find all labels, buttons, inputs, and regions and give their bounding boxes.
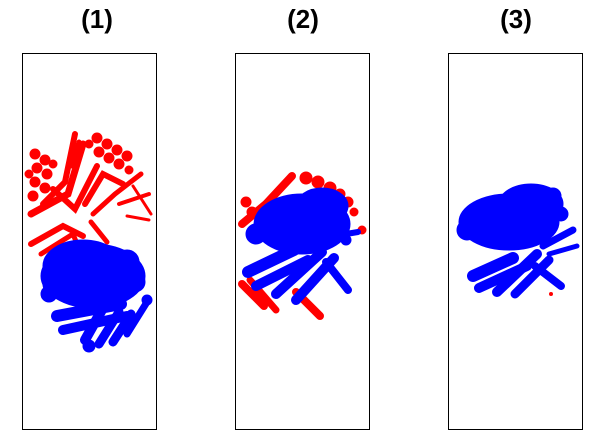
- panel-label-3: (3): [500, 4, 532, 34]
- panel-3-particle-plot: [456, 183, 580, 299]
- panel-2-blue-particles: [242, 187, 361, 305]
- panel-label-2: (2): [287, 4, 319, 34]
- panel-1-blue-particles: [40, 239, 153, 353]
- panel-1-frame: [22, 53, 157, 430]
- panel-3-red-particles: [549, 292, 553, 296]
- panel-1-particle-plot: [24, 131, 153, 353]
- panel-3-frame: [448, 53, 583, 430]
- panel-2-particle-plot: [238, 171, 367, 320]
- panel-1-red-particles: [24, 131, 153, 257]
- panel-3-blue-particles: [456, 183, 580, 299]
- panel-label-1: (1): [81, 4, 113, 34]
- panel-2-frame: [235, 53, 370, 430]
